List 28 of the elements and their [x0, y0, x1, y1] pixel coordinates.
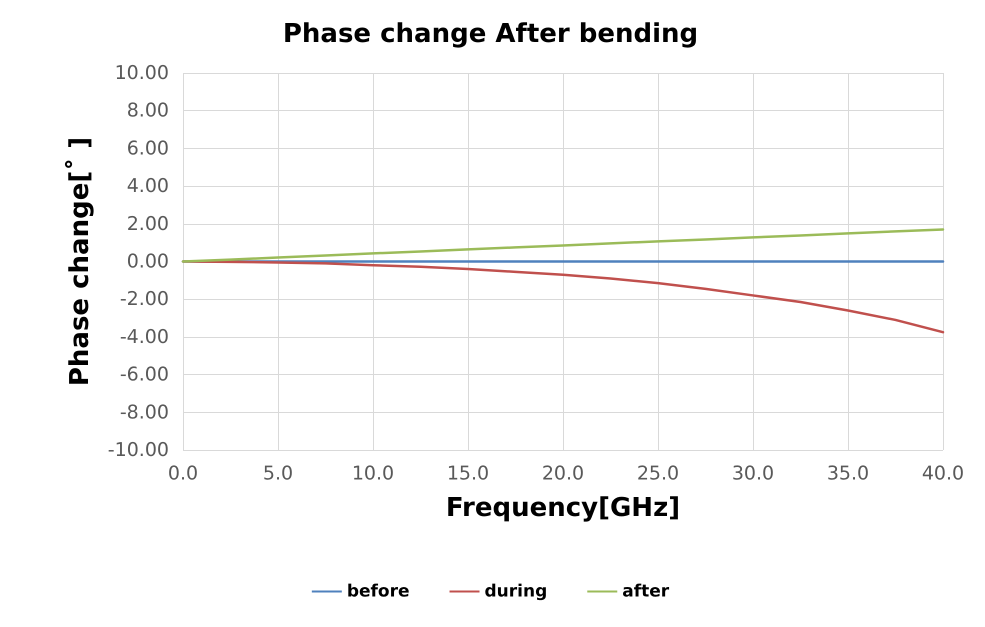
- y-tick-label: -6.00: [120, 364, 169, 386]
- y-tick-label: 10.00: [114, 62, 169, 84]
- x-tick-label: 15.0: [446, 462, 490, 484]
- y-tick-label: 4.00: [126, 175, 169, 198]
- x-tick-label: 25.0: [636, 462, 680, 484]
- legend-label: before: [346, 582, 410, 602]
- x-tick-label: 5.0: [262, 462, 294, 484]
- y-tick-label: 2.00: [126, 212, 169, 235]
- y-tick-label: -4.00: [120, 326, 169, 348]
- x-tick-label: 30.0: [732, 462, 774, 484]
- legend-label: after: [622, 582, 670, 602]
- x-axis-title: Frequency[GHz]: [446, 493, 680, 523]
- x-tick-label: 20.0: [542, 462, 584, 484]
- x-tick-label: 0.0: [168, 462, 198, 484]
- y-axis-title: Phase change[˚ ]: [64, 136, 95, 386]
- x-tick-label: 35.0: [826, 462, 870, 484]
- y-tick-label: 0.00: [126, 250, 169, 272]
- line-series: [182, 260, 944, 334]
- x-tick-label: 40.0: [922, 462, 964, 484]
- line-series: [182, 228, 944, 263]
- chart-title: Phase change After bending: [282, 19, 698, 49]
- legend-label: during: [484, 582, 548, 602]
- y-tick-label: 6.00: [126, 137, 169, 160]
- x-tick-label: 10.0: [352, 462, 394, 484]
- y-tick-label: -8.00: [120, 401, 169, 424]
- y-tick-label: 8.00: [126, 100, 169, 122]
- y-tick-label: -10.00: [108, 439, 169, 461]
- y-tick-label: -2.00: [120, 288, 169, 310]
